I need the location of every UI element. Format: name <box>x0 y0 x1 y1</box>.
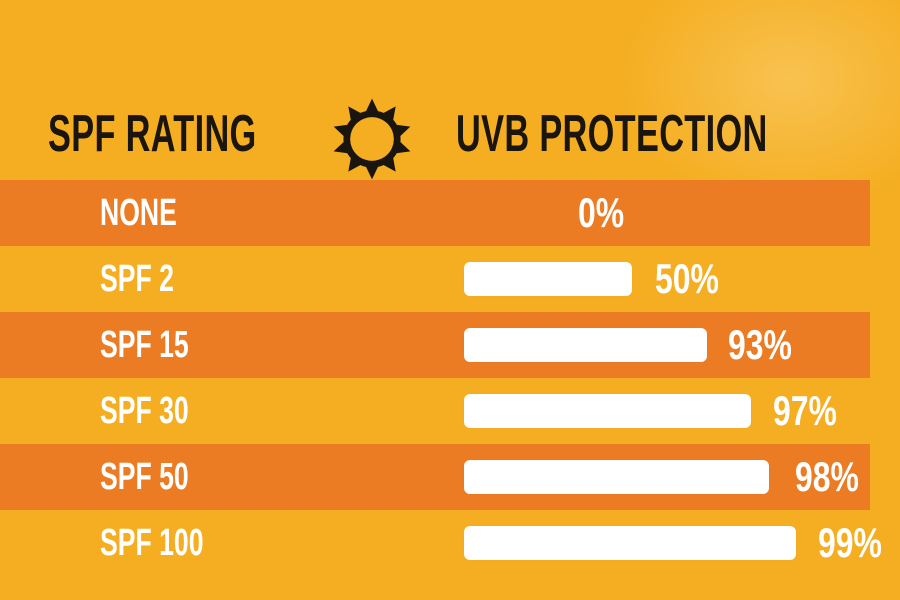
row-stripe <box>0 180 870 246</box>
uvb-protection-value: 97% <box>773 387 837 434</box>
uvb-protection-bar <box>464 394 751 428</box>
spf-rating-label: SPF 30 <box>100 390 189 432</box>
column-header-uvb-protection: UVB PROTECTION <box>456 105 768 163</box>
uvb-protection-bar <box>464 262 632 296</box>
spf-rating-label: SPF 50 <box>100 456 189 498</box>
uvb-protection-value: 50% <box>655 255 719 302</box>
row-stripe <box>0 312 870 378</box>
spf-rating-label: SPF 2 <box>100 258 174 300</box>
table-row: SPF 100 99% <box>0 510 900 576</box>
uvb-protection-bar <box>464 526 796 560</box>
spf-rating-label: SPF 15 <box>100 324 189 366</box>
table-row: SPF 50 98% <box>0 444 900 510</box>
column-header-spf-rating: SPF RATING <box>48 105 257 163</box>
uvb-protection-value: 99% <box>818 519 882 566</box>
uvb-protection-bar <box>464 328 707 362</box>
uvb-protection-value: 0% <box>578 189 625 236</box>
spf-rating-label: SPF 100 <box>100 522 204 564</box>
uvb-protection-bar <box>464 460 769 494</box>
table-row: NONE 0% <box>0 180 900 246</box>
sun-icon <box>330 97 414 181</box>
spf-rating-label: NONE <box>100 192 177 234</box>
chart-rows: NONE 0% SPF 2 50% SPF 15 93% SPF 30 97% SPF 50 98… <box>0 180 900 576</box>
table-row: SPF 2 50% <box>0 246 900 312</box>
table-row: SPF 15 93% <box>0 312 900 378</box>
uvb-protection-value: 98% <box>795 453 859 500</box>
table-row: SPF 30 97% <box>0 378 900 444</box>
uvb-protection-value: 93% <box>728 321 792 368</box>
